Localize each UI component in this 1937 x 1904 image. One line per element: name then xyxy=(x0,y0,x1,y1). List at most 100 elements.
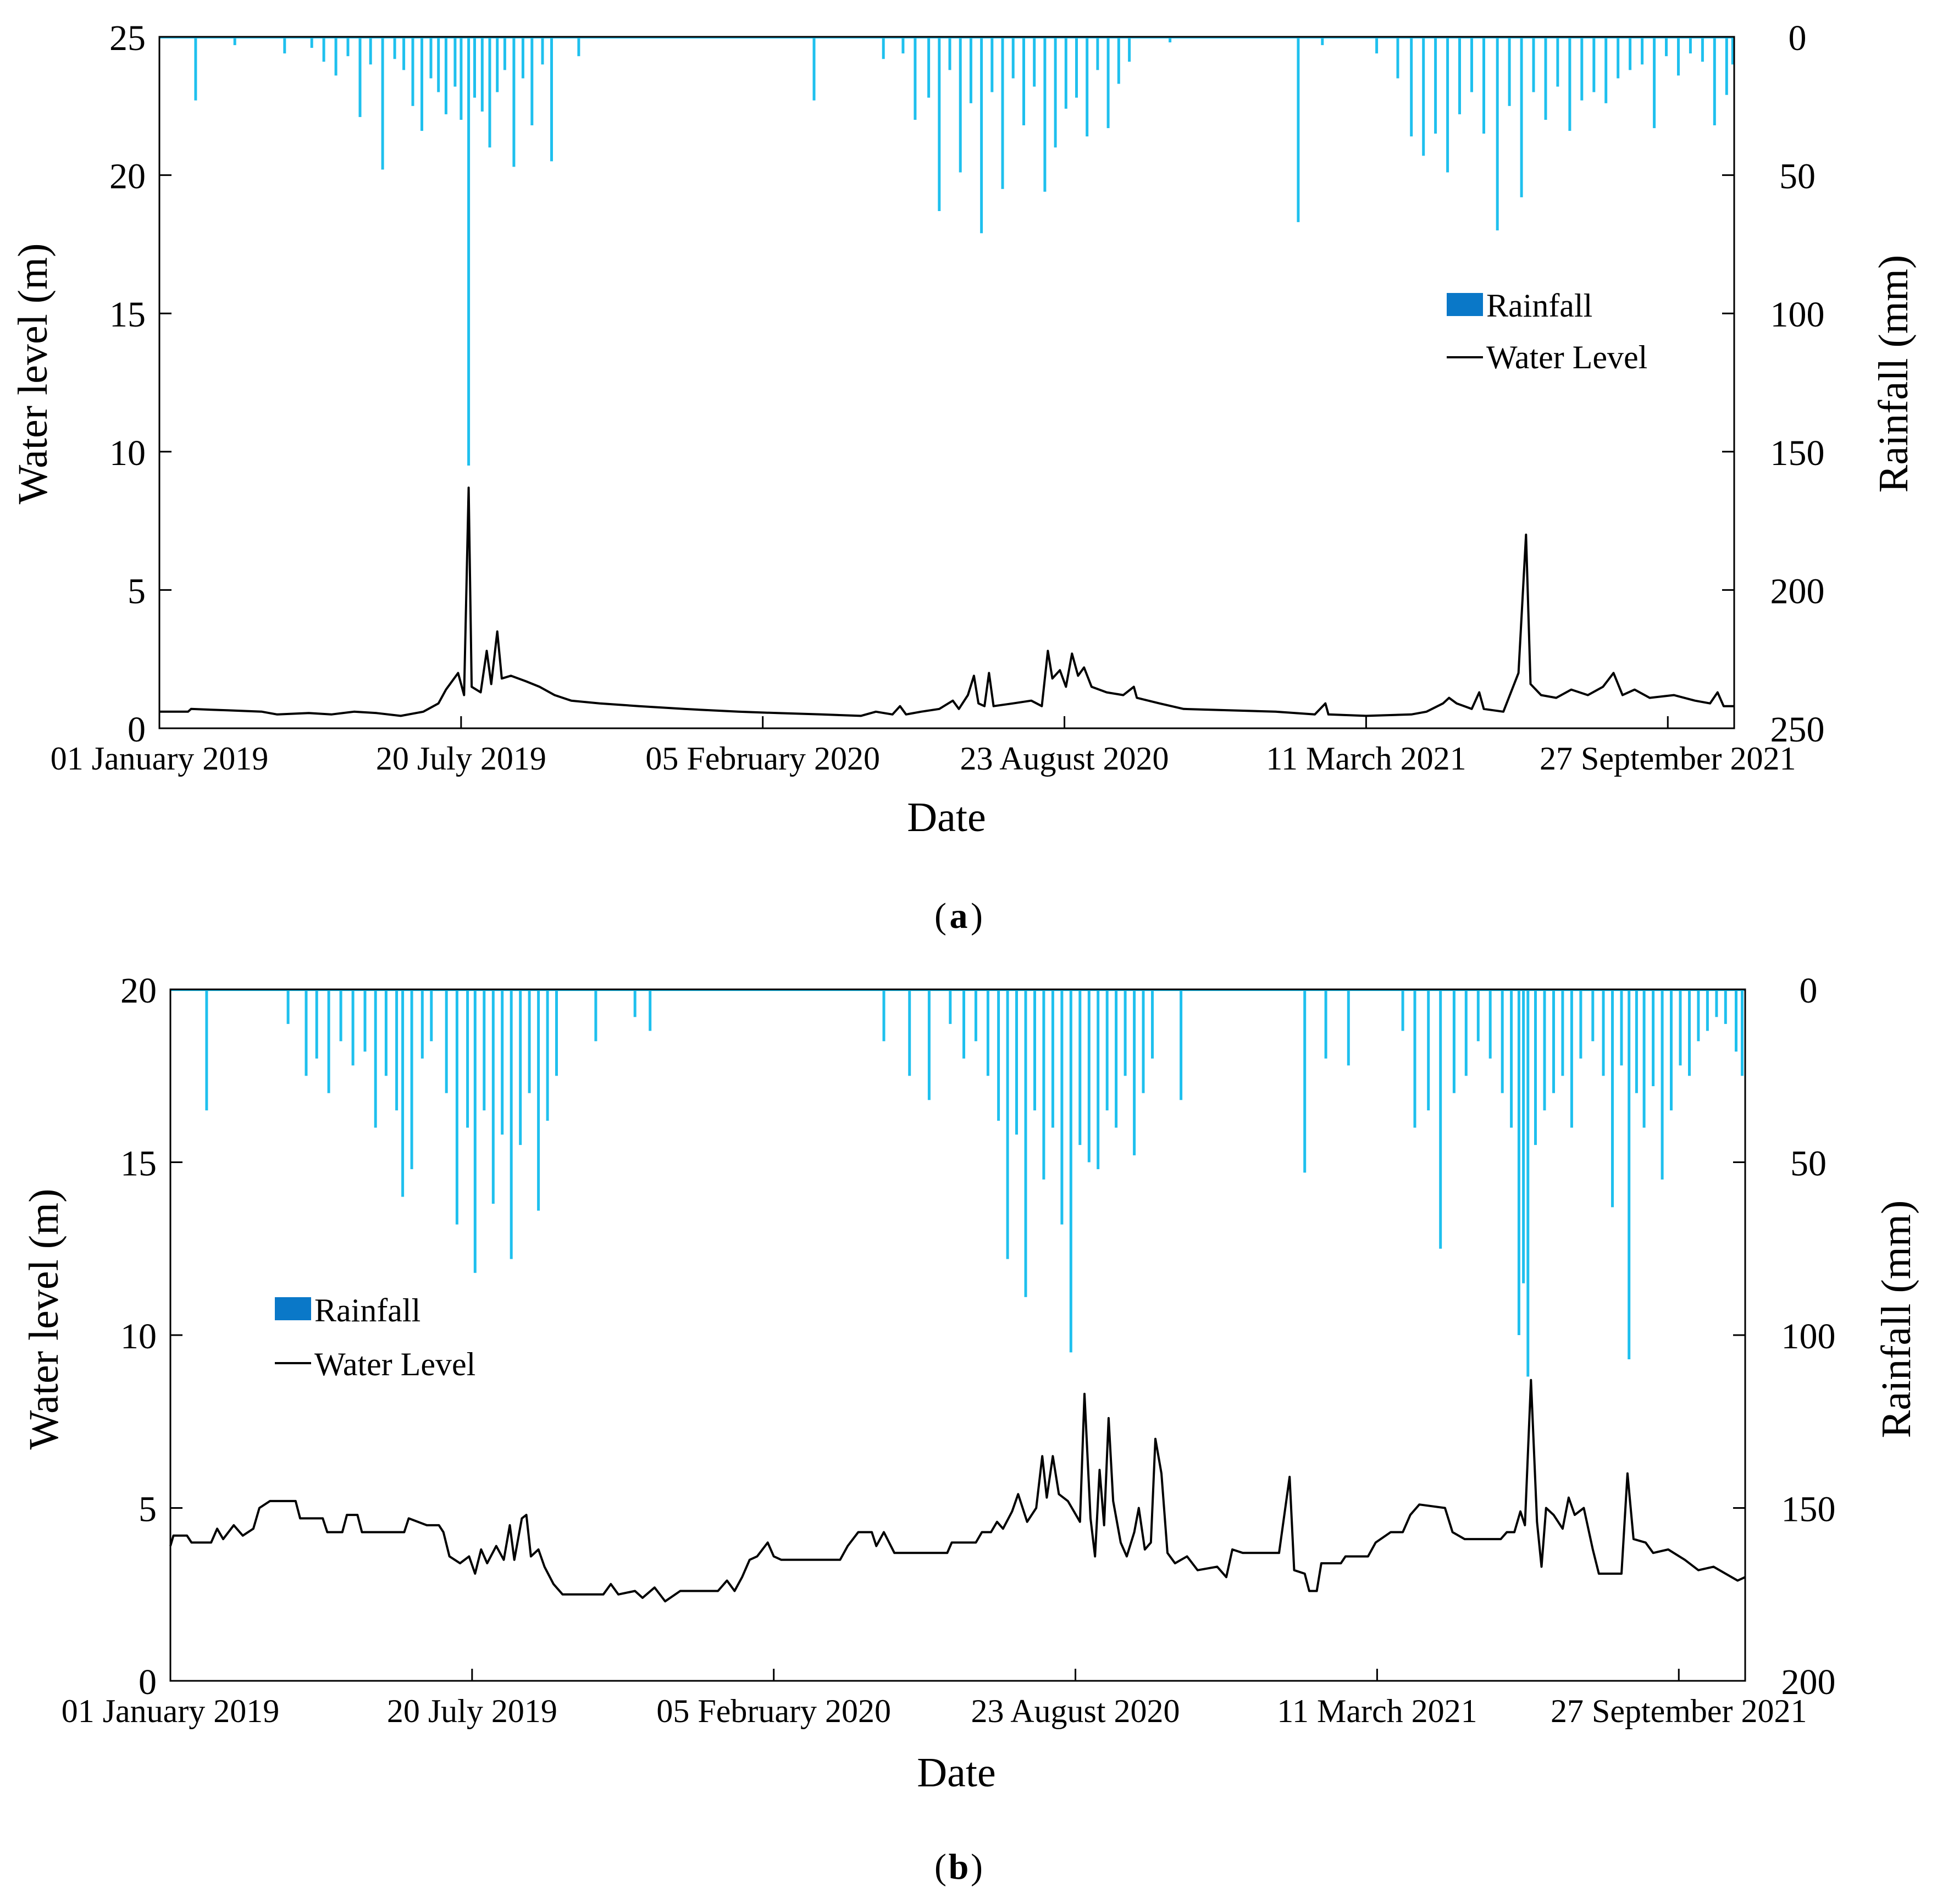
rainfall-bar xyxy=(908,989,911,1076)
y2-tick-label: 0 xyxy=(1789,18,1807,58)
rainfall-bar xyxy=(410,989,413,1170)
rainfall-bar xyxy=(1713,37,1716,125)
rainfall-bar xyxy=(358,37,362,117)
rainfall-bar xyxy=(351,989,355,1066)
rainfall-bar xyxy=(1534,989,1537,1145)
y-tick-label: 5 xyxy=(139,1490,157,1530)
rainfall-bar xyxy=(1561,989,1564,1076)
rainfall-bar xyxy=(1628,989,1631,1359)
rainfall-bar xyxy=(1142,989,1145,1093)
rainfall-bar xyxy=(1508,37,1511,106)
rainfall-bar xyxy=(395,989,399,1111)
rainfall-bar xyxy=(969,37,972,103)
rainfall-bar xyxy=(1652,989,1655,1087)
y2-tick-label: 150 xyxy=(1781,1490,1836,1530)
rainfall-bar xyxy=(1410,37,1413,137)
rainfall-bar xyxy=(1303,989,1307,1173)
rainfall-bar xyxy=(1706,989,1709,1031)
rainfall-bar xyxy=(1642,989,1646,1128)
rainfall-bar xyxy=(577,37,580,57)
rainfall-bar xyxy=(1151,989,1154,1059)
y2-axis-title-a: Rainfall (mm) xyxy=(1870,255,1917,493)
rainfall-bar xyxy=(346,37,350,57)
y-tick-label: 15 xyxy=(120,1144,157,1184)
water-level-line-a xyxy=(159,486,1734,717)
rainfall-bar xyxy=(445,989,448,1093)
rainfall-bar xyxy=(1611,989,1614,1208)
right-axis-ticks-b: 0 50 100 150 200 xyxy=(1733,971,1836,1702)
rainfall-bar xyxy=(1075,37,1078,98)
rainfall-bar xyxy=(411,37,414,106)
rainfall-bar xyxy=(1434,37,1437,134)
rainfall-bar xyxy=(429,37,433,79)
y-tick-label: 15 xyxy=(109,295,146,335)
panel-caption-paren-open-b: ( xyxy=(934,1847,947,1887)
rainfall-bar xyxy=(401,989,405,1197)
rainfall-bar xyxy=(1324,989,1327,1059)
rainfall-bar xyxy=(1731,37,1734,65)
rainfall-bar xyxy=(1117,37,1120,84)
legend-rainfall-swatch-a xyxy=(1447,293,1483,316)
rainfall-bar xyxy=(334,37,337,76)
rainfall-bar xyxy=(393,37,396,59)
rainfall-bar xyxy=(420,989,424,1059)
y2-tick-label: 50 xyxy=(1790,1144,1827,1184)
x-axis-ticks-b: 01 January 2019 20 July 2019 05 February 2… xyxy=(62,1669,1807,1729)
rainfall-bar xyxy=(430,989,433,1042)
rainfall-bar xyxy=(1401,989,1404,1031)
rainfall-bar xyxy=(1060,989,1064,1225)
rainfall-bar xyxy=(1701,37,1704,62)
rainfall-bar xyxy=(594,989,597,1042)
x-tick-label: 27 September 2021 xyxy=(1551,1693,1807,1729)
rainfall-bar xyxy=(959,37,962,173)
rainfall-bar xyxy=(1488,989,1492,1059)
rainfall-bar xyxy=(1006,989,1009,1259)
rainfall-bar xyxy=(1105,989,1109,1111)
rainfall-bar xyxy=(1556,37,1559,87)
y-tick-label: 20 xyxy=(120,971,157,1011)
plot-frame-a xyxy=(158,36,1735,729)
legend-rainfall-label-b: Rainfall xyxy=(314,1292,420,1329)
x-tick-label: 05 February 2020 xyxy=(645,740,880,777)
rainfall-bar xyxy=(1735,989,1737,1052)
rainfall-bar xyxy=(1617,37,1620,79)
rainfall-bar xyxy=(1396,37,1399,79)
rainfall-bar xyxy=(1580,37,1584,101)
panel-label-b: b xyxy=(949,1847,969,1887)
y2-tick-label: 250 xyxy=(1770,710,1825,750)
rainfall-bar xyxy=(1724,989,1727,1024)
rainfall-bar xyxy=(496,37,499,92)
y2-tick-label: 150 xyxy=(1770,433,1825,473)
rainfall-bar xyxy=(339,989,342,1042)
rainfall-bar xyxy=(1439,989,1442,1249)
rainfall-bar xyxy=(194,37,197,101)
rainfall-bar xyxy=(491,989,495,1204)
rainfall-bar xyxy=(205,989,208,1111)
rainfall-bar xyxy=(1446,37,1449,173)
y2-axis-title-b: Rainfall (mm) xyxy=(1873,1200,1919,1438)
rainfall-bar xyxy=(315,989,318,1059)
rainfall-bar xyxy=(1543,989,1546,1111)
rainfall-bar xyxy=(1570,989,1573,1128)
rainfall-bar xyxy=(1033,989,1036,1111)
legend-water-level-label-b: Water Level xyxy=(314,1346,475,1382)
y2-tick-label: 100 xyxy=(1781,1316,1836,1357)
rainfall-bar xyxy=(473,989,477,1273)
rainfall-bar xyxy=(1604,37,1608,103)
rainfall-bar xyxy=(1297,37,1300,223)
panel-caption-a: ( a ) xyxy=(934,896,983,936)
rainfall-bar xyxy=(363,989,367,1052)
y-tick-label: 10 xyxy=(109,433,146,473)
rainfall-bar xyxy=(1051,989,1054,1128)
rainfall-bar xyxy=(1532,37,1535,92)
rainfall-bar xyxy=(305,989,308,1076)
rainfall-bar xyxy=(1133,989,1136,1155)
rainfall-bar xyxy=(1568,37,1571,131)
rainfall-bar xyxy=(483,989,486,1111)
rainfall-bar xyxy=(938,37,941,211)
rainfall-bar xyxy=(1452,989,1455,1093)
rainfall-bar xyxy=(1097,989,1100,1170)
rainfall-bar xyxy=(1476,989,1480,1042)
rainfall-bar xyxy=(1096,37,1099,70)
